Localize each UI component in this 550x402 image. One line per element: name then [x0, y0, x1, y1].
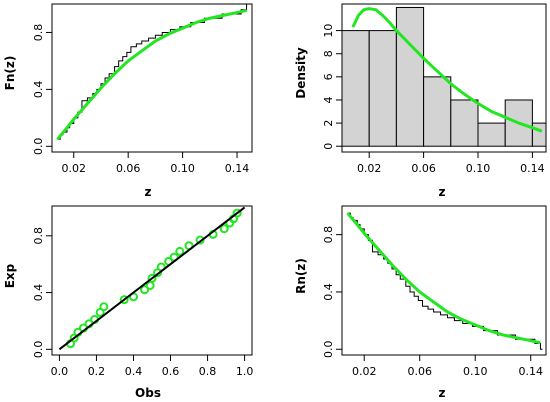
ecdf-ytick-label: 0.0: [32, 138, 45, 156]
hist-xtick-label: 0.14: [520, 162, 545, 175]
pp-point: [219, 224, 229, 234]
hist-xtick-label: 0.06: [411, 162, 436, 175]
surv-ytick-label: 0.0: [322, 341, 335, 359]
hist-bar: [531, 122, 546, 147]
surv-xtick-label: 0.02: [352, 365, 377, 378]
ecdf-xlabel: z: [145, 185, 152, 199]
surv-xtick-label: 0.06: [407, 365, 432, 378]
surv-ytick-label: 0.4: [322, 283, 335, 301]
hist-ytick-label: 6: [322, 73, 335, 80]
pp-xtick-label: 0.4: [125, 365, 143, 378]
pp-ytick-label: 0.4: [32, 284, 45, 302]
ecdf-xtick-label: 0.06: [116, 162, 141, 175]
pp-ytick-label: 0.0: [32, 341, 45, 359]
pp-point: [232, 208, 242, 218]
panel-ecdf: z Fn(z) 0.02 0.06 0.10 0.14 0.0 0.4 0.8: [3, 3, 253, 199]
ecdf-xtick-label: 0.14: [225, 162, 250, 175]
ecdf-ytick-label: 0.8: [32, 24, 45, 42]
panel-surv: z Rn(z) 0.02 0.06 0.10 0.14 0.0 0.4 0.8: [294, 205, 547, 400]
hist-bar: [477, 122, 506, 147]
hist-fit-series: [351, 7, 543, 133]
pp-point: [140, 285, 150, 295]
hist-ytick-label: 2: [322, 120, 335, 127]
surv-step-series: [347, 212, 543, 350]
panel-hist: z Density 0.02 0.06 0.10 0.14 0 2 4 6 8 10: [294, 3, 547, 199]
pp-xtick-label: 0.8: [199, 365, 217, 378]
pp-xtick-label: 0.6: [162, 365, 180, 378]
surv-fit-series: [346, 212, 541, 345]
hist-bar: [342, 30, 370, 147]
ecdf-xtick-label: 0.10: [170, 162, 195, 175]
hist-xlabel: z: [439, 185, 446, 199]
pp-point: [119, 295, 129, 305]
surv-xlabel: z: [439, 386, 446, 400]
ecdf-frame: [51, 3, 253, 153]
surv-xtick-label: 0.14: [518, 365, 543, 378]
pp-ylabel: Exp: [3, 263, 17, 288]
ecdf-ylabel: Fn(z): [3, 56, 17, 91]
hist-frame: [341, 3, 547, 153]
hist-bars: [342, 6, 546, 147]
hist-xtick-label: 0.02: [357, 162, 382, 175]
ecdf-fit-series: [56, 8, 247, 141]
pp-frame: [51, 205, 253, 356]
hist-ytick-label: 0: [322, 143, 335, 150]
panel-pp: Obs Exp 0.0 0.2 0.4 0.6 0.8 1.0 0.0 0.4 0.8: [3, 205, 254, 400]
hist-bar: [368, 30, 397, 147]
surv-frame: [341, 205, 547, 356]
pp-point: [195, 235, 205, 245]
hist-bar: [450, 99, 479, 147]
pp-point: [99, 302, 109, 312]
ecdf-step-series: [57, 3, 249, 140]
hist-bar: [395, 6, 425, 147]
hist-ytick-label: 4: [322, 96, 335, 103]
pp-point: [175, 246, 185, 256]
surv-ytick-label: 0.8: [322, 226, 335, 244]
pp-xtick-label: 0.2: [88, 365, 106, 378]
pp-xlabel: Obs: [135, 386, 161, 400]
hist-bar: [423, 76, 452, 147]
pp-point: [147, 273, 157, 283]
hist-ytick-label: 8: [322, 50, 335, 57]
ecdf-xtick-label: 0.02: [62, 162, 87, 175]
ecdf-ytick-label: 0.4: [32, 81, 45, 99]
pp-point: [145, 280, 155, 290]
pp-ytick-label: 0.8: [32, 227, 45, 245]
hist-ytick-label: 10: [322, 24, 335, 38]
pp-xtick-label: 1.0: [236, 365, 254, 378]
surv-ylabel: Rn(z): [294, 258, 308, 294]
hist-ylabel: Density: [294, 47, 308, 99]
hist-xtick-label: 0.10: [466, 162, 491, 175]
surv-xtick-label: 0.10: [463, 365, 488, 378]
pp-xtick-label: 0.0: [51, 365, 69, 378]
pp-reference-line: [58, 206, 246, 351]
